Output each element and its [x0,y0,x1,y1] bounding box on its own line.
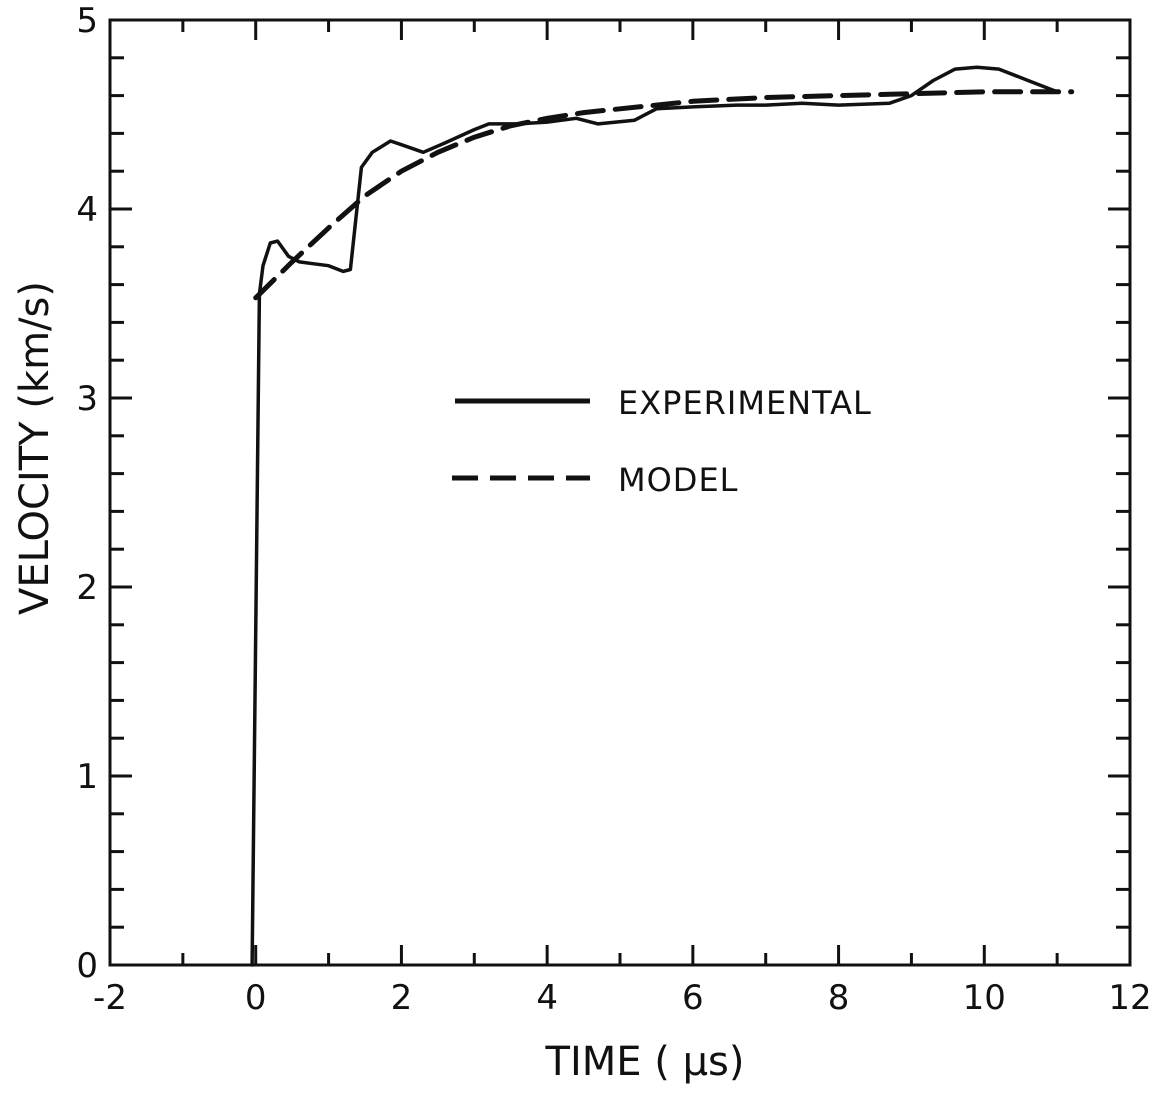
y-tick-label: 5 [76,1,98,41]
legend-label-model: MODEL [618,461,738,499]
x-tick-label: -2 [93,978,127,1018]
x-tick-label: 12 [1108,978,1151,1018]
x-tick-label: 10 [963,978,1006,1018]
y-tick-label: 4 [76,190,98,230]
y-tick-label: 1 [76,757,98,797]
y-tick-label: 0 [76,946,98,986]
series-line-experimental [250,65,1059,967]
y-tick-labels: 0 1 2 3 4 5 [76,1,98,986]
x-axis-title: TIME ( μs) [545,1039,745,1085]
series-layer [250,65,1075,967]
series-line-model [253,89,1075,301]
y-axis-title: VELOCITY (km/s) [12,281,58,615]
legend: EXPERIMENTAL MODEL [452,384,872,499]
x-tick-label: 8 [828,978,850,1018]
x-tick-label: 0 [245,978,267,1018]
x-tick-label: 2 [391,978,413,1018]
y-tick-label: 2 [76,568,98,608]
x-tick-labels: -2 0 2 4 6 8 10 12 [93,978,1152,1018]
legend-label-experimental: EXPERIMENTAL [618,384,872,422]
y-tick-label: 3 [76,379,98,419]
x-tick-label: 4 [536,978,558,1018]
axis-ticks [108,18,1132,967]
x-tick-label: 6 [682,978,704,1018]
